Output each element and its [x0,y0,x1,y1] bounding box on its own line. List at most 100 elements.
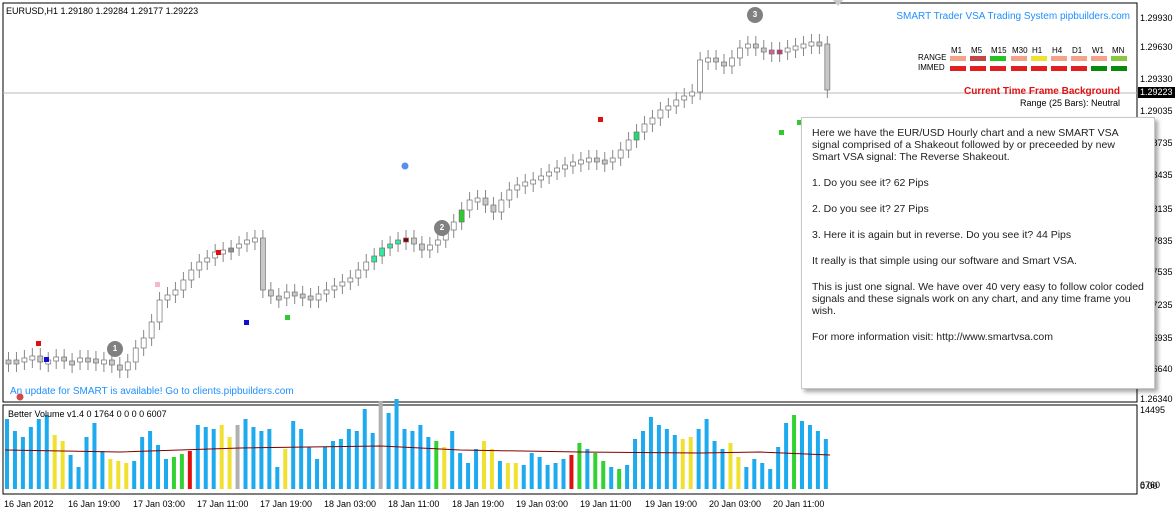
candle [466,199,473,211]
candle [347,277,354,283]
signal-badge-3[interactable]: 3 [747,7,763,23]
candle [554,167,560,173]
volume-bar [815,431,820,489]
volume-bar [362,409,367,489]
timeframe-cell [1111,56,1127,61]
volume-bar [418,425,423,489]
candle [164,294,171,301]
volume-bar [656,425,661,489]
candle [204,257,211,263]
volume-bar [617,469,622,489]
candle [260,237,266,291]
candle [744,43,751,49]
candle [132,347,139,363]
candle [323,289,330,295]
volume-bar [807,425,812,489]
time-axis-label: 17 Jan 11:00 [197,499,249,509]
candle [196,261,203,271]
info-paragraph: 3. Here it is again but in reverse. Do y… [812,229,1072,241]
candle [363,261,370,271]
time-axis-label: 16 Jan 2012 [4,499,54,509]
update-notice-link[interactable]: An update for SMART is available! Go to … [10,386,294,397]
volume-bar [20,437,25,489]
volume-bar [132,461,137,489]
volume-bar [195,425,200,489]
time-axis-label: 16 Jan 19:00 [68,499,121,509]
volume-bar [116,461,121,489]
timeframe-cell [990,66,1006,71]
volume-indicator-title: Better Volume v1.4 0 1764 0 0 0 0 6007 [8,409,167,419]
candle [69,360,75,366]
volume-bar [171,457,176,489]
candle [474,197,481,203]
signal-dot [16,393,24,401]
timeframe-cell [970,66,986,71]
info-paragraph: Here we have the EUR/USD Hourly chart an… [812,127,1118,163]
timeframe-cell [990,56,1006,61]
candle [713,57,719,63]
volume-bar [346,429,351,489]
timeframe-row-label: RANGE [918,53,947,62]
candle [792,45,799,51]
volume-bar [410,431,415,489]
volume-bar [219,425,224,489]
candle [633,131,640,141]
volume-bar [426,437,431,489]
volume-bar [489,449,494,489]
volume-bar [641,431,645,489]
candle [530,179,537,185]
volume-bar [60,441,65,489]
volume-bar [442,447,447,489]
volume-bar [545,465,550,489]
timeframe-column-label: H1 [1032,46,1043,55]
candle [291,291,298,297]
volume-bar [792,415,797,489]
volume-bar [744,467,749,489]
volume-bar [497,461,502,489]
candle [585,157,592,163]
candle [315,293,322,301]
candle [522,181,529,187]
info-paragraph: 1. Do you see it? 62 Pips [812,177,929,189]
candle [665,105,672,111]
volume-bar [664,429,669,489]
info-paragraph: For more information visit: http://www.s… [812,331,1053,343]
volume-bar [402,429,407,489]
volume-bar [505,463,510,489]
time-axis-label: 18 Jan 19:00 [452,499,505,509]
candle [721,61,727,67]
volume-bar [386,413,391,489]
time-axis-label: 18 Jan 03:00 [324,499,377,509]
candle [379,247,385,257]
volume-bar [466,463,471,489]
candle [220,249,226,255]
candle [427,244,433,251]
signal-badge-2[interactable]: 2 [434,220,450,236]
signal-marker [44,357,49,362]
price-axis-label: 1.27235 [1140,300,1173,310]
brand-link[interactable]: SMART Trader VSA Trading System pipbuild… [896,11,1130,22]
price-axis-label: 1.27535 [1140,267,1173,277]
candle [562,164,568,170]
volume-bar [338,439,343,489]
price-axis-label: 1.27835 [1140,236,1173,246]
candle [506,189,513,201]
signal-badge-1[interactable]: 1 [107,341,123,357]
volume-bar [187,451,192,489]
volume-bar [267,429,272,489]
volume-bar [299,429,304,489]
candle [458,209,465,223]
volume-bar [370,433,375,489]
timeframe-cell [1111,66,1127,71]
volume-bar [52,435,57,489]
price-axis-label: 1.28435 [1140,170,1173,180]
volume-bar [760,463,765,489]
candle [625,139,632,151]
candle [339,281,346,287]
candle [649,117,656,125]
volume-bar [315,459,320,489]
candle [371,255,378,263]
volume-bar [251,427,256,489]
